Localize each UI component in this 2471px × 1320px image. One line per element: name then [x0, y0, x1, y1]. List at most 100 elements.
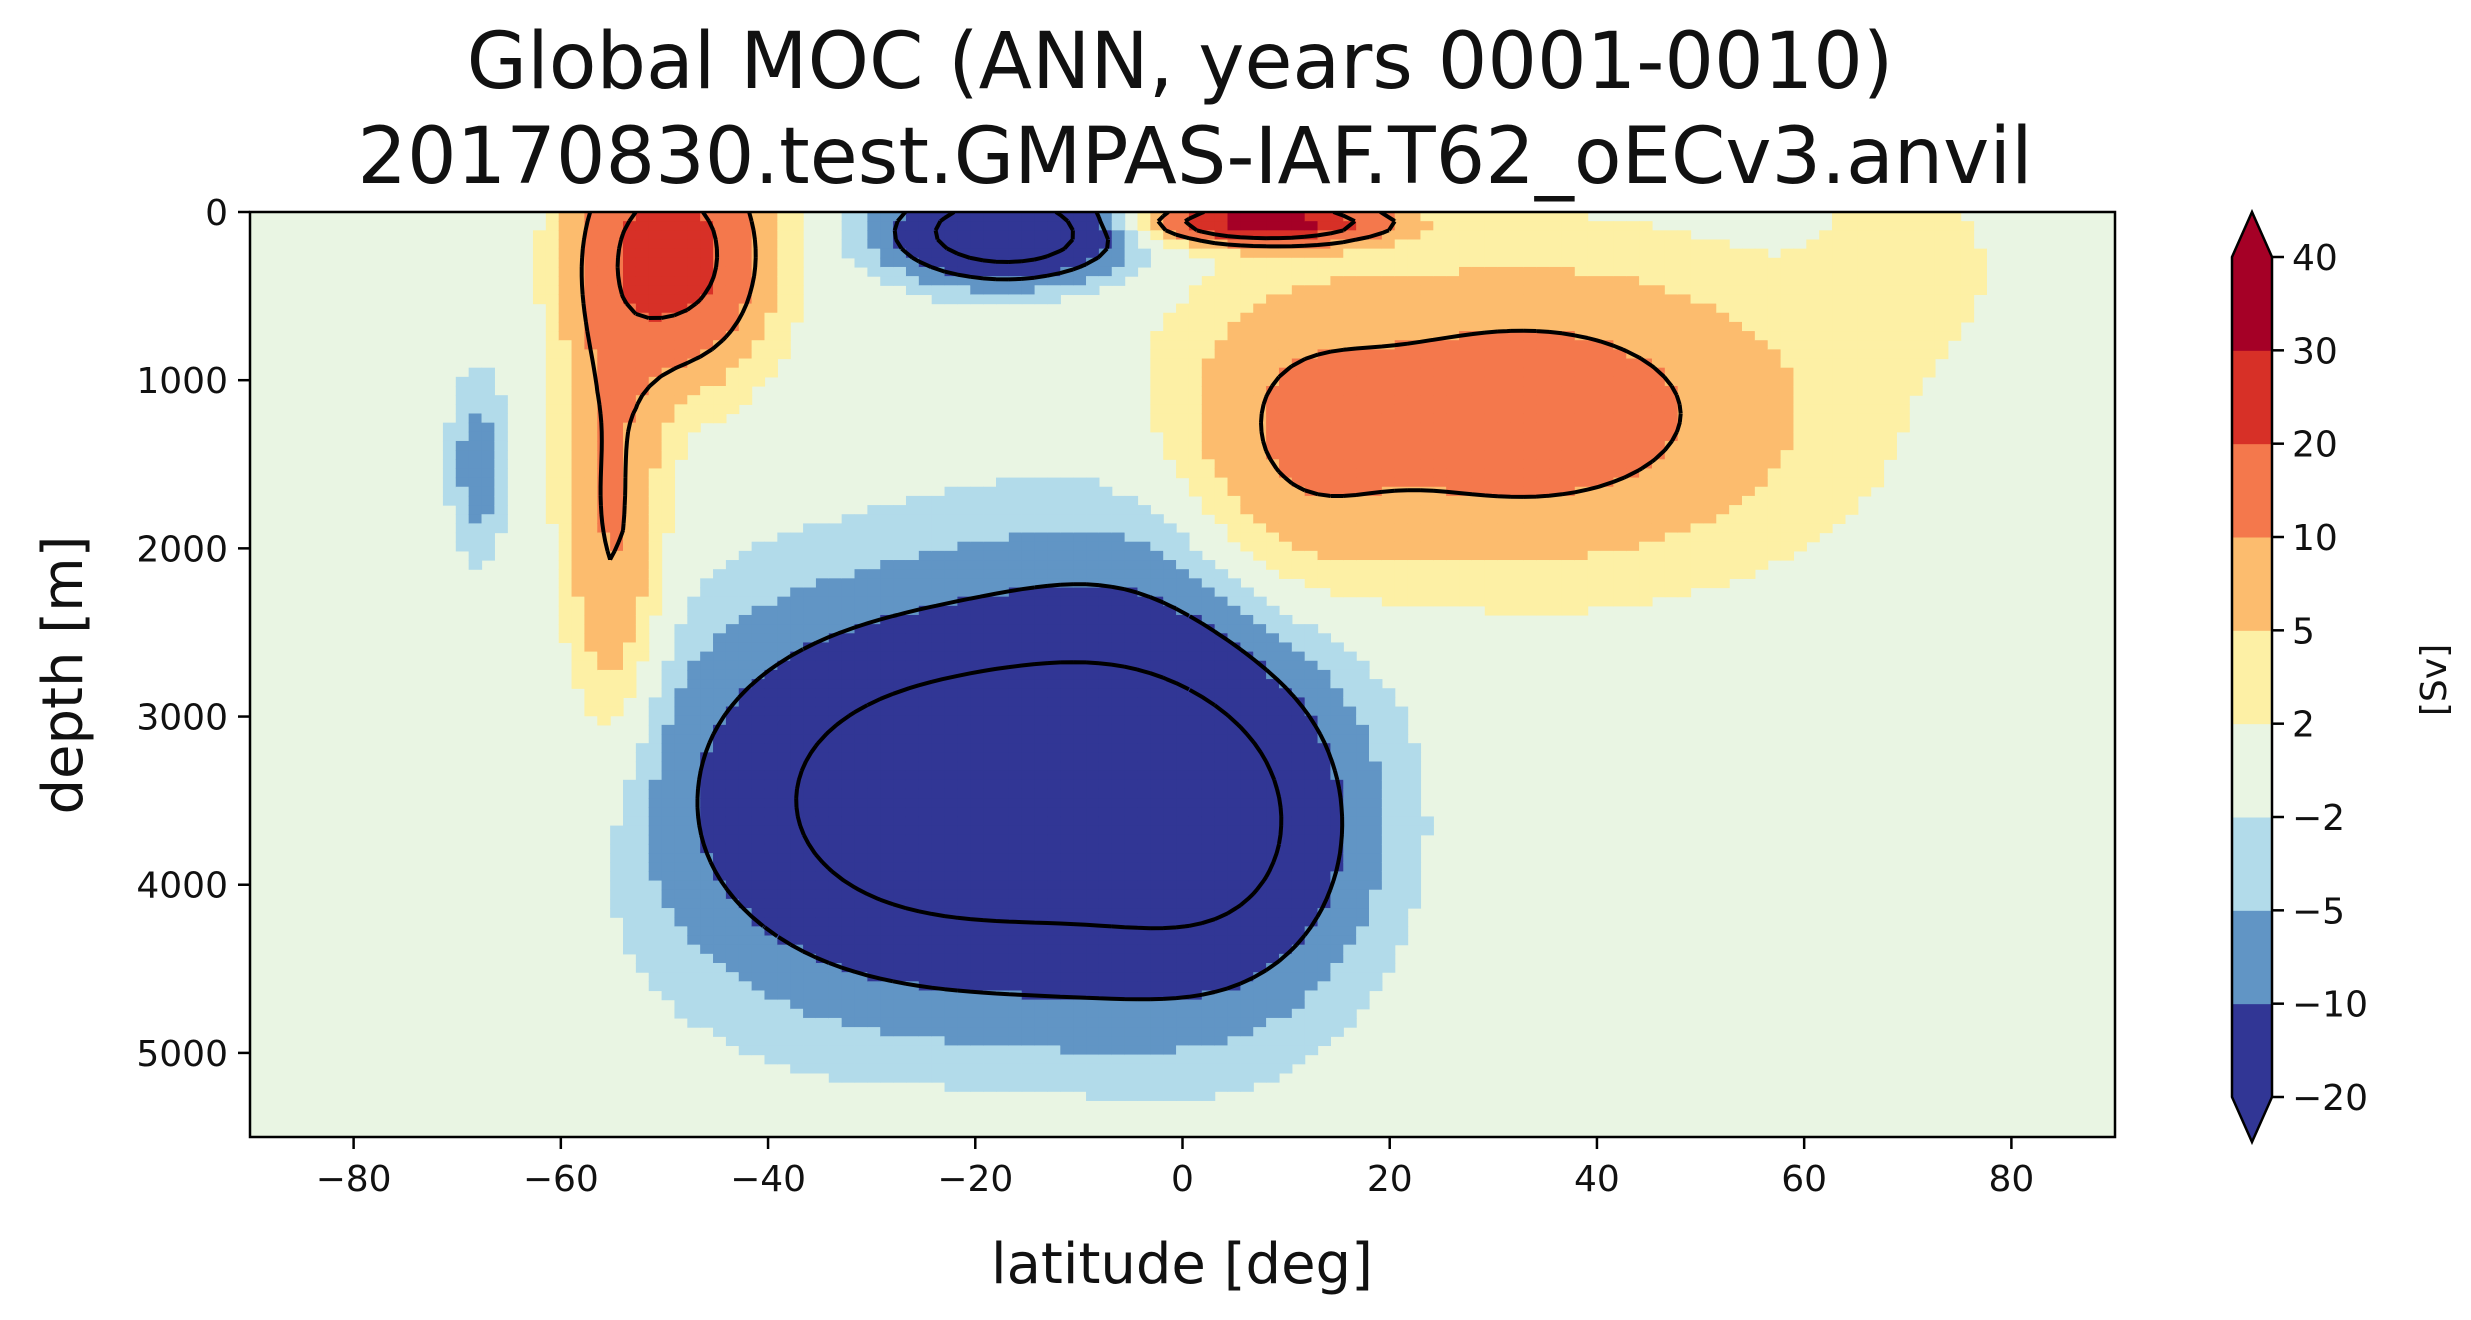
contour-fill-cell [803, 770, 817, 781]
contour-fill-cell [1317, 422, 1332, 433]
contour-fill-cell [713, 642, 727, 653]
contour-fill-cell [1317, 312, 1332, 323]
contour-fill-cell [970, 266, 984, 277]
contour-fill-cell [1034, 688, 1049, 698]
contour-fill-cell [764, 962, 778, 973]
contour-fill-cell [1098, 560, 1113, 570]
contour-fill-cell [970, 953, 984, 964]
contour-fill-cell [1150, 706, 1164, 717]
contour-fill-cell [1266, 285, 1280, 296]
contour-fill-cell [751, 862, 766, 873]
contour-fill-cell [661, 358, 676, 369]
contour-fill-cell [1163, 541, 1177, 552]
contour-fill-cell [1021, 532, 1036, 543]
contour-fill-cell [1008, 550, 1023, 561]
contour-fill-cell [1163, 1045, 1177, 1056]
contour-fill-cell [1060, 889, 1074, 900]
contour-fill-cell [764, 816, 778, 827]
contour-fill-cell [1369, 395, 1383, 405]
contour-fill-cell [1266, 450, 1280, 460]
contour-fill-cell [1176, 440, 1190, 451]
contour-fill-cell [1343, 926, 1357, 937]
contour-fill-cell [1150, 972, 1164, 982]
contour-fill-cell [1369, 495, 1383, 506]
contour-fill-cell [700, 1008, 714, 1019]
contour-fill-cell [1163, 1027, 1177, 1037]
contour-fill-cell [1356, 871, 1370, 882]
contour-fill-cell [1188, 972, 1203, 982]
contour-fill-cell [944, 1008, 959, 1019]
contour-fill-cell [970, 935, 984, 946]
contour-fill-cell [893, 669, 907, 680]
contour-fill-cell [1150, 1036, 1164, 1047]
contour-fill-cell [584, 422, 598, 433]
contour-fill-cell [841, 972, 856, 982]
contour-fill-cell [931, 788, 946, 799]
contour-fill-cell [1214, 257, 1229, 268]
contour-fill-cell [1124, 770, 1139, 781]
contour-fill-cell [1381, 395, 1396, 405]
contour-fill-cell [1034, 935, 1049, 946]
contour-fill-cell [1124, 660, 1139, 671]
contour-fill-cell [674, 669, 688, 680]
contour-fill-cell [1369, 477, 1383, 488]
contour-fill-cell [828, 724, 843, 735]
contour-fill-cell [1176, 651, 1190, 662]
contour-fill-cell [1278, 1008, 1293, 1019]
contour-fill-cell [880, 523, 894, 534]
contour-fill-cell [1240, 321, 1254, 332]
contour-fill-cell [1060, 743, 1074, 753]
contour-fill-cell [1278, 468, 1293, 479]
contour-fill-cell [1253, 633, 1267, 644]
contour-fill-cell [571, 386, 586, 396]
contour-fill-cell [648, 569, 663, 579]
contour-fill-cell [481, 376, 495, 387]
contour-fill-cell [1227, 679, 1241, 689]
contour-fill-cell [725, 1008, 740, 1019]
contour-fill-cell [532, 294, 547, 305]
contour-fill-cell [777, 642, 791, 653]
contour-fill-cell [867, 788, 881, 799]
contour-fill-cell [1188, 651, 1203, 662]
contour-fill-cell [1163, 532, 1177, 543]
contour-fill-cell [918, 871, 933, 882]
contour-fill-cell [1253, 1063, 1267, 1074]
contour-fill-cell [700, 294, 714, 305]
contour-fill-cell [867, 230, 881, 241]
contour-fill-cell [1291, 981, 1306, 992]
contour-fill-cell [1240, 917, 1254, 927]
contour-fill-cell [1137, 917, 1151, 927]
contour-fill-cell [764, 779, 778, 790]
contour-fill-cell [1317, 569, 1332, 579]
contour-fill-cell [1317, 834, 1332, 845]
contour-fill-cell [648, 779, 663, 790]
contour-fill-cell [1021, 605, 1036, 616]
contour-fill-cell [610, 624, 624, 634]
contour-fill-cell [700, 715, 714, 726]
contour-fill-cell [1060, 1054, 1074, 1065]
contour-fill-cell [738, 221, 753, 231]
contour-fill-cell [1227, 880, 1241, 891]
contour-fill-cell [597, 276, 611, 286]
contour-fill-cell [983, 981, 997, 992]
contour-fill-cell [1227, 853, 1241, 863]
contour-fill-cell [905, 1008, 920, 1019]
contour-fill-cell [931, 1072, 946, 1083]
contour-fill-cell [1034, 669, 1049, 680]
contour-fill-cell [610, 431, 624, 442]
contour-fill-cell [725, 386, 740, 396]
contour-fill-cell [687, 221, 701, 231]
contour-fill-cell [1291, 321, 1306, 332]
contour-fill-cell [1253, 1054, 1267, 1065]
contour-fill-cell [1098, 651, 1113, 662]
contour-fill-cell [713, 276, 727, 286]
contour-fill-cell [738, 743, 753, 753]
contour-fill-cell [918, 990, 933, 1001]
contour-fill-cell [700, 962, 714, 973]
contour-fill-cell [867, 1045, 881, 1056]
contour-fill-cell [764, 248, 778, 259]
contour-fill-cell [1111, 944, 1126, 955]
contour-fill-cell [1008, 230, 1023, 241]
contour-fill-cell [1369, 917, 1383, 927]
contour-fill-cell [1150, 1054, 1164, 1065]
